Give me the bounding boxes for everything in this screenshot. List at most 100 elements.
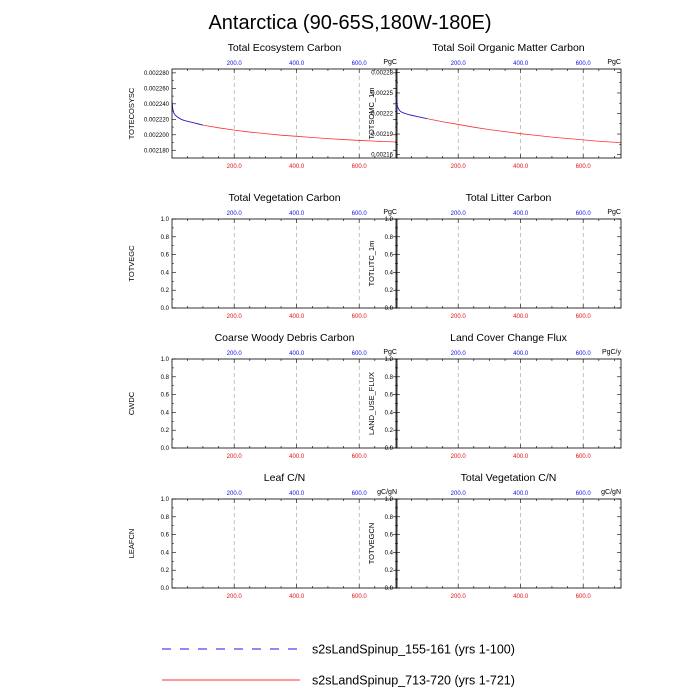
x-tick-label-top: 400.0	[289, 491, 305, 497]
panel-7: Leaf C/N gC/gN LEAFCN 200.0 200.0 400.0 400.0 6…	[127, 472, 398, 600]
y-tick-label: 0.4	[161, 550, 170, 556]
y-tick-label: 1.0	[385, 217, 394, 223]
plot-frame	[395, 358, 622, 449]
x-tick-label-top: 200.0	[227, 351, 243, 357]
x-tick-label-bottom: 600.0	[352, 594, 368, 600]
y-tick-label: 0.6	[161, 533, 170, 539]
panel-title: Total Vegetation Carbon	[228, 192, 340, 204]
series-line-2	[395, 91, 622, 144]
x-tick-label-top: 200.0	[451, 491, 467, 497]
y-tick-label: 0.2	[161, 428, 170, 434]
y-axis-label: CWDC	[127, 391, 136, 415]
y-axis-label: TOTSOMC_1m	[367, 88, 376, 140]
x-tick-label-top: 200.0	[451, 61, 467, 67]
y-axis-label: TOTVEGCN	[367, 523, 376, 565]
x-tick-label-bottom: 600.0	[352, 314, 368, 320]
panel-1: Total Ecosystem Carbon PgC TOTECOSYSC 200.0…	[127, 42, 398, 170]
panel-3: Total Vegetation Carbon PgC TOTVEGC 200.0 20…	[127, 192, 398, 320]
y-tick-label: 0.2	[385, 288, 394, 294]
plot-frame	[171, 218, 398, 309]
x-tick-label-bottom: 400.0	[289, 164, 305, 170]
y-tick-label: 0.00222	[371, 112, 393, 118]
x-tick-label-top: 400.0	[289, 61, 305, 67]
y-tick-label: 0.8	[385, 235, 394, 241]
x-tick-label-bottom: 400.0	[513, 594, 529, 600]
x-tick-label-bottom: 200.0	[451, 594, 467, 600]
x-tick-label-bottom: 600.0	[576, 314, 592, 320]
y-tick-label: 0.002240	[144, 102, 170, 108]
panel-title: Coarse Woody Debris Carbon	[215, 332, 355, 344]
panel-8: Total Vegetation C/N gC/gN TOTVEGCN 200.0 20…	[367, 472, 622, 600]
plot-frame	[395, 498, 622, 589]
y-tick-label: 0.4	[161, 410, 170, 416]
y-tick-label: 0.002220	[144, 117, 170, 123]
x-tick-label-top: 600.0	[352, 351, 368, 357]
x-tick-label-top: 400.0	[513, 491, 529, 497]
series-line-1	[395, 91, 428, 120]
y-tick-label: 0.4	[385, 410, 394, 416]
y-tick-label: 0.0	[161, 446, 170, 452]
y-tick-label: 0.00216	[371, 153, 393, 159]
panel-units: PgC	[383, 349, 397, 356]
panel-units: gC/gN	[377, 489, 397, 496]
y-axis-label: TOTLITC_1m	[367, 241, 376, 287]
x-tick-label-bottom: 200.0	[227, 314, 243, 320]
y-tick-label: 0.6	[161, 393, 170, 399]
x-tick-label-top: 600.0	[576, 491, 592, 497]
x-tick-label-top: 400.0	[513, 351, 529, 357]
plot-frame	[171, 498, 398, 589]
panel-4: Total Litter Carbon PgC TOTLITC_1m 200.0 200…	[367, 192, 622, 320]
y-tick-label: 0.2	[385, 428, 394, 434]
y-tick-label: 0.8	[161, 515, 170, 521]
x-tick-label-top: 200.0	[227, 61, 243, 67]
y-tick-label: 0.00219	[371, 132, 393, 138]
panel-title: Total Litter Carbon	[466, 192, 552, 204]
y-axis-label: LEAFCN	[127, 529, 136, 559]
y-tick-label: 0.6	[385, 253, 394, 259]
x-tick-label-bottom: 400.0	[289, 594, 305, 600]
panel-units: gC/gN	[601, 489, 621, 496]
panel-units: PgC	[383, 59, 397, 66]
x-tick-label-top: 200.0	[227, 211, 243, 217]
x-tick-label-top: 600.0	[352, 491, 368, 497]
panel-title: Land Cover Change Flux	[450, 332, 567, 344]
legend: s2sLandSpinup_155-161 (yrs 1-100) s2sLand…	[162, 643, 515, 688]
y-tick-label: 0.8	[161, 235, 170, 241]
plot-frame	[171, 358, 398, 449]
legend-label-1: s2sLandSpinup_155-161 (yrs 1-100)	[312, 643, 515, 657]
x-tick-label-bottom: 200.0	[451, 164, 467, 170]
y-tick-label: 1.0	[385, 497, 394, 503]
y-tick-label: 0.8	[385, 375, 394, 381]
y-tick-label: 0.4	[385, 270, 394, 276]
panel-units: PgC	[607, 209, 621, 216]
x-tick-label-top: 400.0	[289, 211, 305, 217]
x-tick-label-top: 600.0	[576, 211, 592, 217]
y-tick-label: 0.2	[385, 568, 394, 574]
panels: Total Ecosystem Carbon PgC TOTECOSYSC 200.0…	[127, 42, 621, 600]
x-tick-label-bottom: 200.0	[451, 454, 467, 460]
figure-title: Antarctica (90-65S,180W-180E)	[208, 12, 491, 34]
x-tick-label-top: 400.0	[289, 351, 305, 357]
panel-title: Total Soil Organic Matter Carbon	[432, 42, 584, 54]
y-tick-label: 1.0	[161, 357, 170, 363]
x-tick-label-bottom: 600.0	[576, 164, 592, 170]
y-tick-label: 0.00225	[371, 91, 393, 97]
y-axis-label: TOTECOSYSC	[127, 87, 136, 139]
x-tick-label-bottom: 600.0	[576, 454, 592, 460]
y-tick-label: 0.0	[385, 446, 394, 452]
x-tick-label-bottom: 400.0	[289, 314, 305, 320]
y-tick-label: 0.00228	[371, 70, 393, 76]
x-tick-label-bottom: 200.0	[227, 594, 243, 600]
panel-title: Leaf C/N	[264, 472, 305, 484]
x-tick-label-bottom: 400.0	[289, 454, 305, 460]
x-tick-label-top: 600.0	[576, 61, 592, 67]
y-tick-label: 0.002200	[144, 133, 170, 139]
x-tick-label-top: 600.0	[352, 61, 368, 67]
y-tick-label: 0.002180	[144, 148, 170, 154]
panel-units: PgC	[383, 209, 397, 216]
x-tick-label-top: 600.0	[576, 351, 592, 357]
y-tick-label: 0.2	[161, 288, 170, 294]
y-tick-label: 1.0	[161, 217, 170, 223]
x-tick-label-top: 200.0	[451, 351, 467, 357]
